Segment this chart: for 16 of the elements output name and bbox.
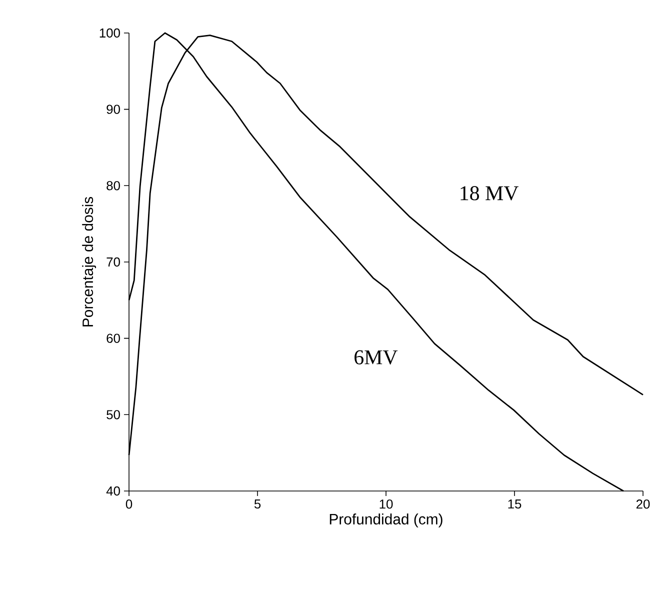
x-axis-title: Profundidad (cm) bbox=[330, 514, 442, 528]
x-tick-label: 5 bbox=[254, 500, 261, 509]
y-tick-label: 100 bbox=[100, 28, 120, 38]
x-tick-label: 15 bbox=[508, 500, 522, 509]
y-tick-label: 80 bbox=[106, 181, 120, 190]
y-tick-label: 70 bbox=[106, 257, 120, 267]
y-tick-label: 60 bbox=[106, 334, 120, 343]
x-tick-label: 20 bbox=[636, 500, 650, 509]
text: 18 MV bbox=[460, 186, 518, 200]
y-tick-label: 40 bbox=[106, 486, 120, 496]
y-axis-title: Porcentaje de dosis bbox=[82, 196, 96, 326]
x-tick-label: 0 bbox=[126, 500, 132, 509]
series-label: 6MV bbox=[354, 350, 398, 364]
x-tick-label: 10 bbox=[380, 500, 393, 509]
y-tick-label: 50 bbox=[106, 410, 120, 420]
y-tick-label: 90 bbox=[106, 104, 120, 114]
